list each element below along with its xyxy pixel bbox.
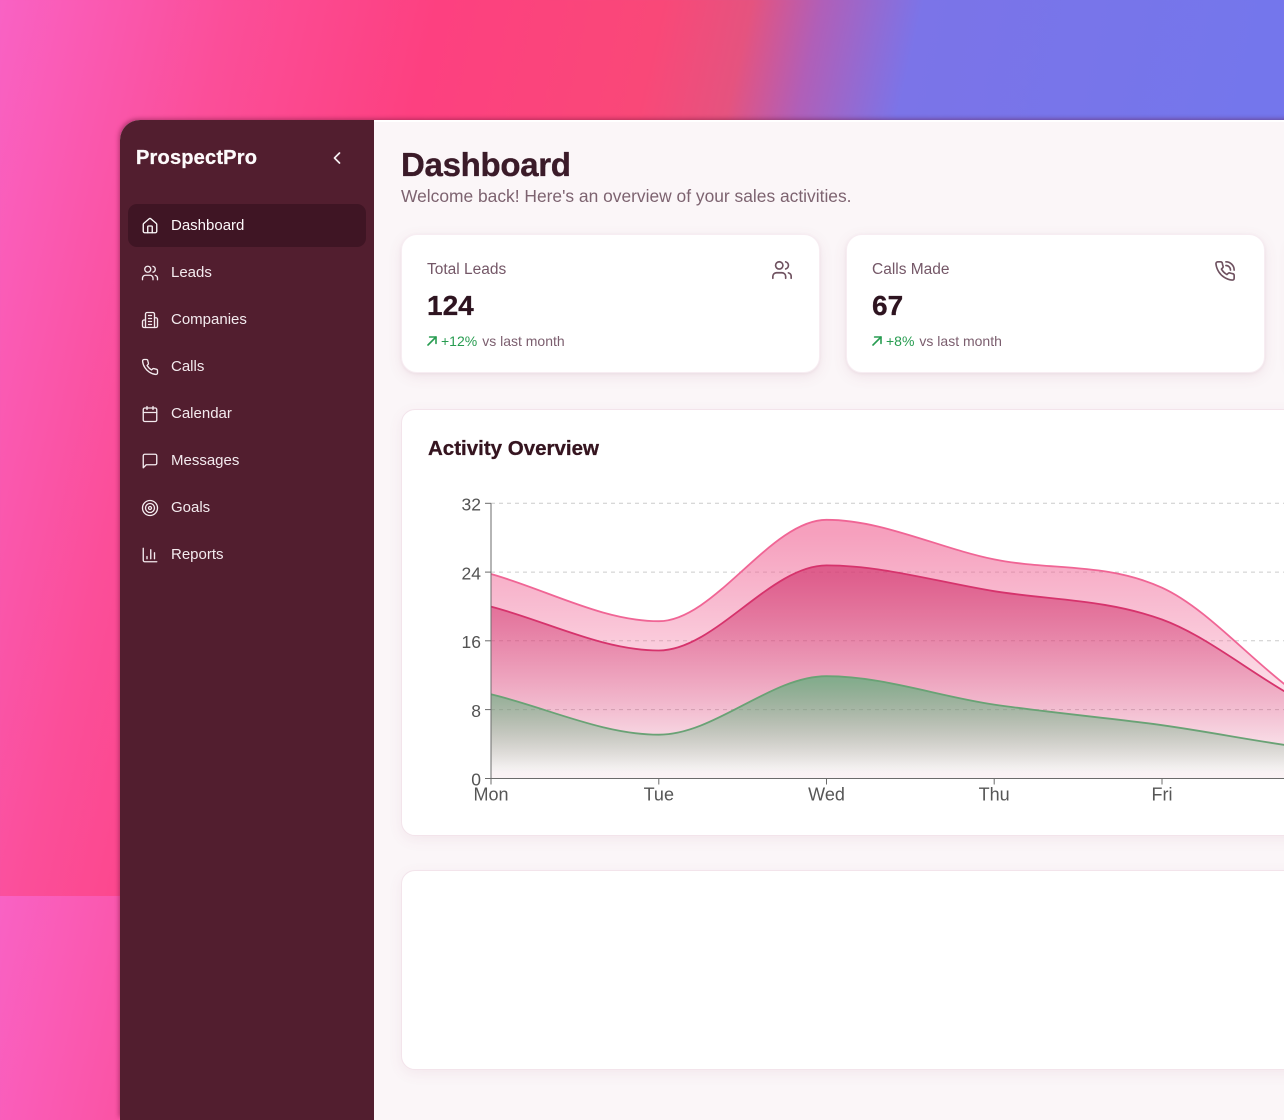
svg-text:16: 16 — [462, 632, 481, 652]
svg-text:8: 8 — [471, 701, 481, 721]
svg-text:Tue: Tue — [644, 785, 674, 805]
svg-text:Mon: Mon — [473, 785, 508, 805]
svg-text:24: 24 — [462, 563, 482, 583]
svg-text:32: 32 — [462, 495, 481, 515]
svg-text:Wed: Wed — [808, 785, 845, 805]
svg-text:0: 0 — [471, 770, 481, 790]
svg-text:Thu: Thu — [979, 785, 1010, 805]
svg-text:Fri: Fri — [1152, 785, 1173, 805]
